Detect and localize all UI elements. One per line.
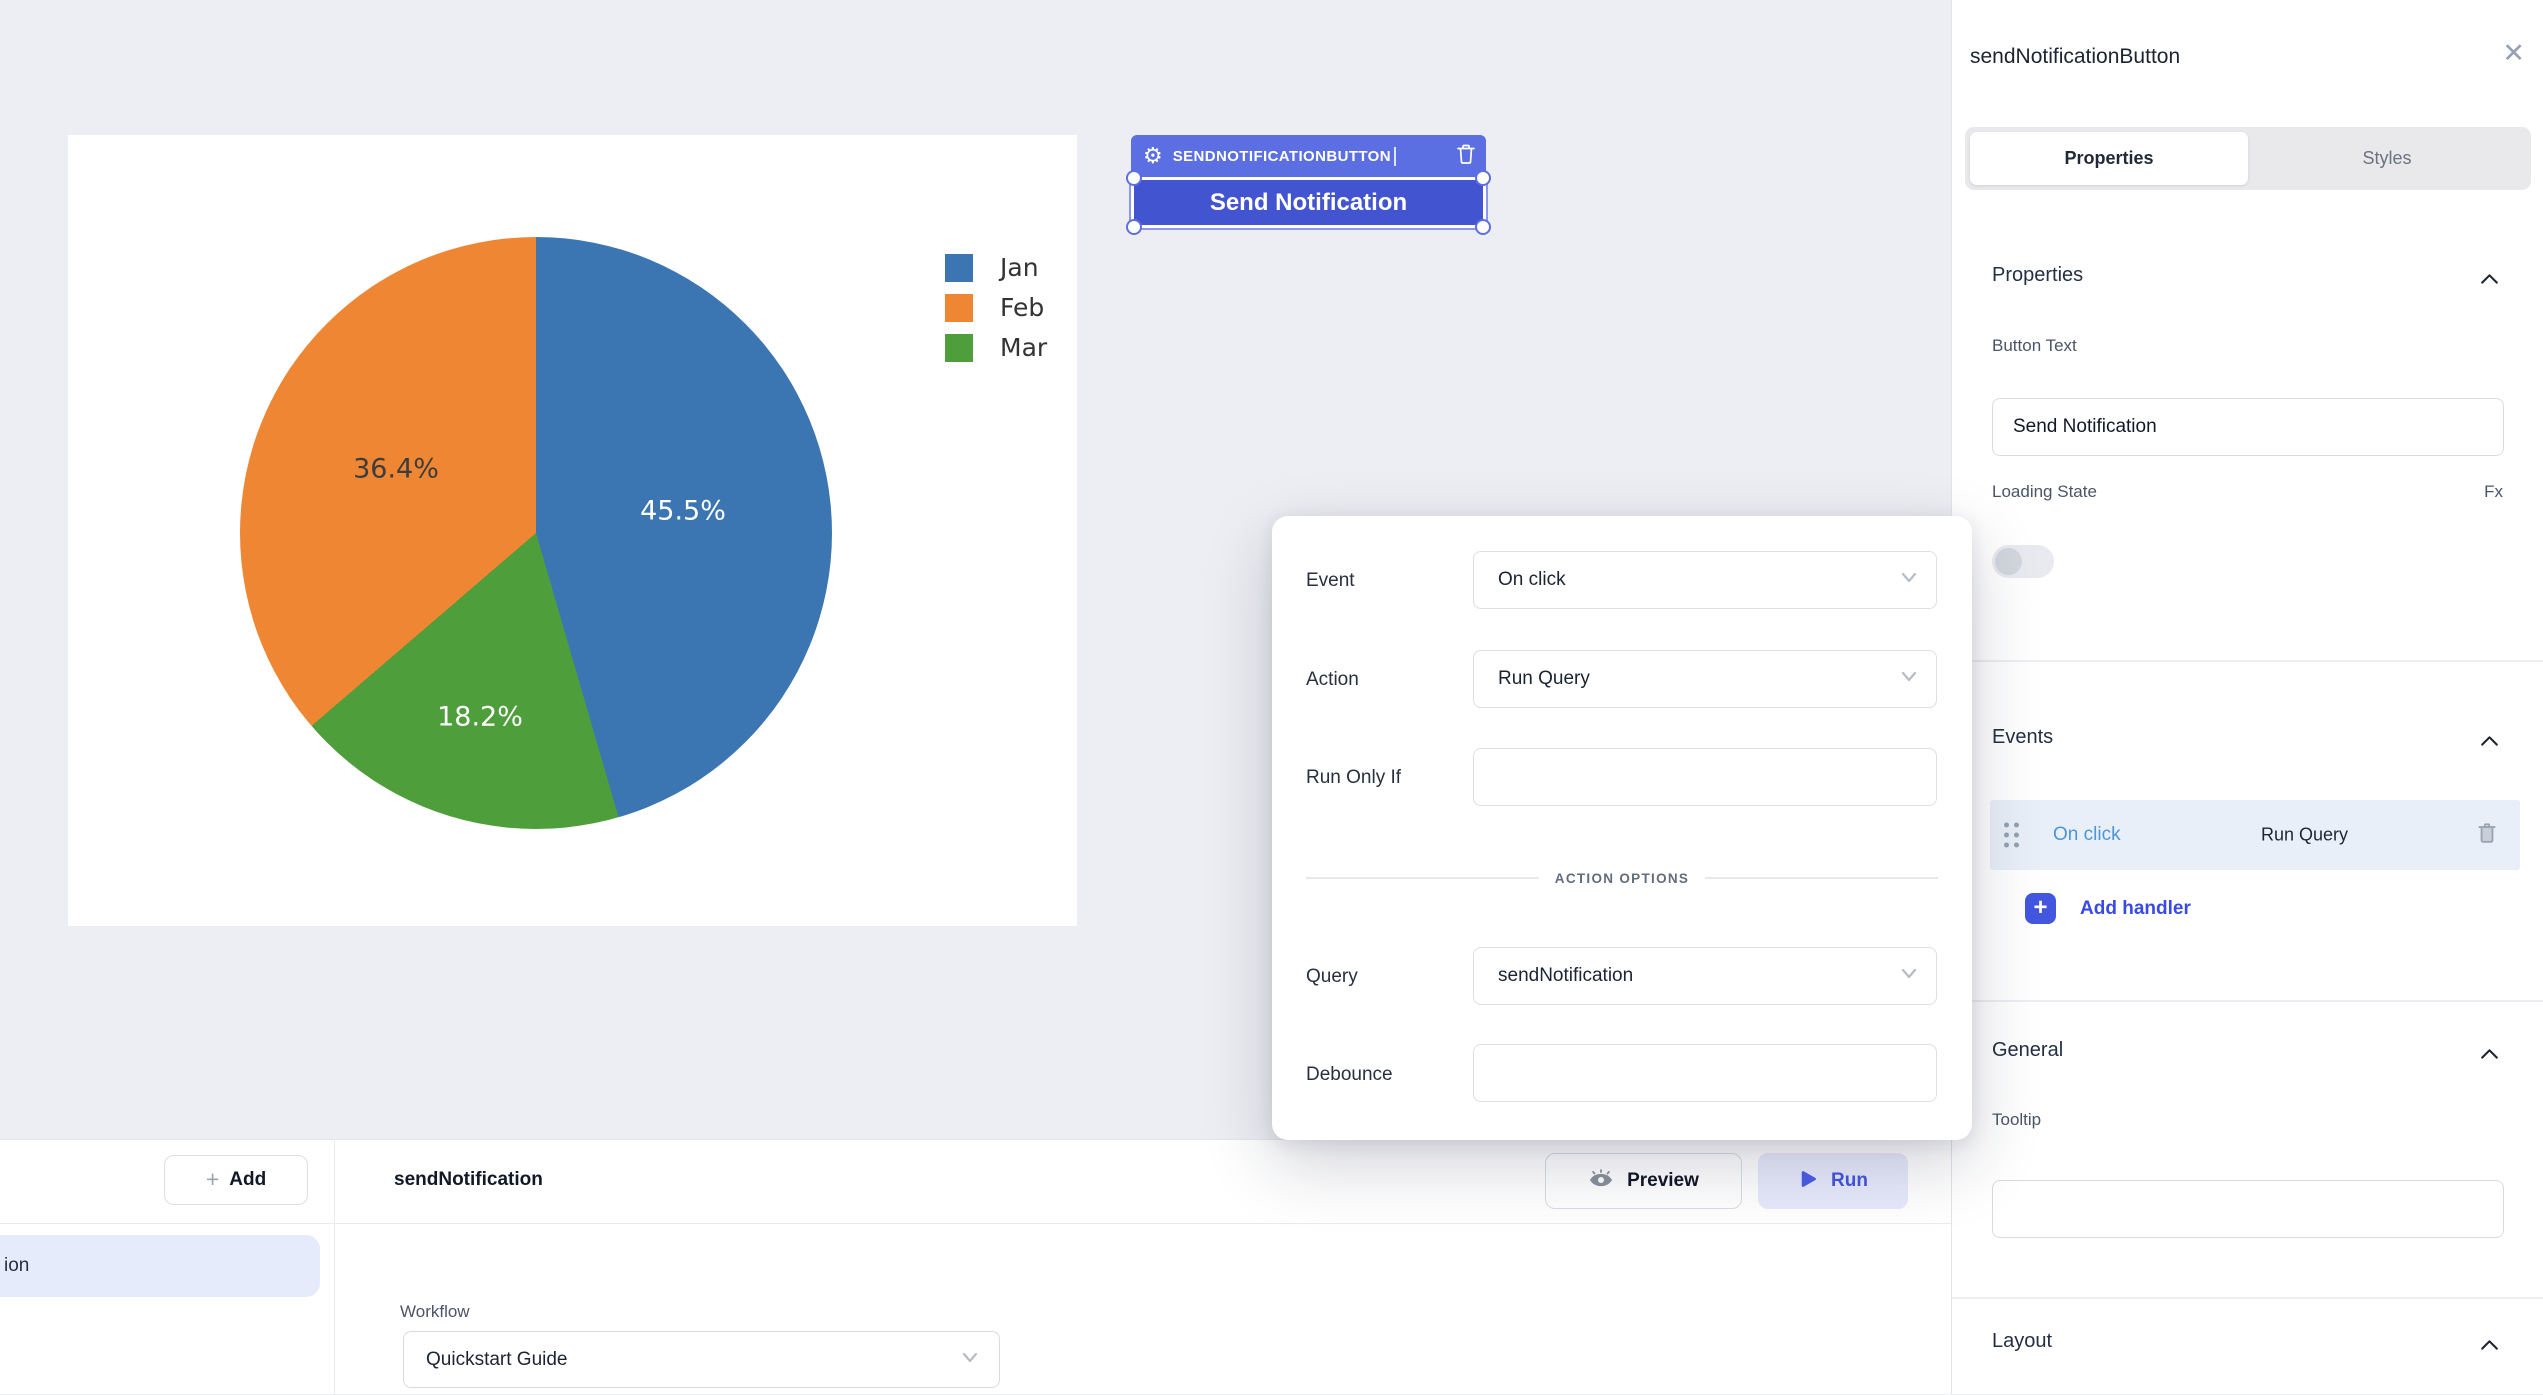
legend-item: Mar: [945, 333, 1047, 362]
action-options-divider: ACTION OPTIONS: [1306, 867, 1939, 889]
play-icon: [1798, 1169, 1818, 1194]
inspector-title: sendNotificationButton: [1970, 45, 2181, 68]
add-query-label: Add: [229, 1169, 267, 1190]
query-editor-panel: + Add ion sendNotification Preview Run W…: [0, 1139, 1951, 1395]
preview-label: Preview: [1627, 1170, 1699, 1191]
debounce-input[interactable]: [1473, 1044, 1937, 1102]
legend-item: Feb: [945, 293, 1047, 322]
add-handler-plus-icon[interactable]: +: [2025, 893, 2056, 924]
run-button[interactable]: Run: [1758, 1153, 1908, 1209]
legend-swatch-mar: [945, 333, 973, 362]
query-list-column: [0, 1140, 335, 1395]
event-select-value: On click: [1498, 569, 1566, 590]
pie-chart: [240, 237, 832, 829]
legend-label: Jan: [1000, 253, 1039, 282]
button-text-input[interactable]: [1992, 398, 2504, 456]
resize-handle-top-left[interactable]: [1126, 170, 1142, 186]
event-label: Event: [1306, 570, 1355, 591]
chevron-down-icon: [1898, 566, 1920, 594]
resize-handle-bottom-right[interactable]: [1475, 219, 1491, 235]
button-text-label: Button Text: [1992, 336, 2077, 355]
delete-widget-icon[interactable]: [1456, 143, 1476, 170]
collapse-layout-icon[interactable]: [2478, 1334, 2501, 1362]
action-select-value: Run Query: [1498, 668, 1590, 689]
collapse-events-icon[interactable]: [2478, 730, 2501, 758]
add-query-button[interactable]: + Add: [164, 1155, 308, 1205]
plus-icon: +: [205, 1165, 220, 1192]
run-only-if-input[interactable]: [1473, 748, 1937, 806]
widget-name-toolbar[interactable]: ⚙ SENDNOTIFICATIONBUTTON: [1131, 135, 1486, 177]
query-select-value: sendNotification: [1498, 965, 1634, 986]
widget-name-input[interactable]: SENDNOTIFICATIONBUTTON: [1172, 147, 1391, 165]
action-options-label: ACTION OPTIONS: [1554, 870, 1690, 886]
properties-section-heading: Properties: [1992, 264, 2084, 286]
chevron-down-icon: [959, 1346, 981, 1374]
section-divider: [1952, 660, 2543, 662]
legend-label: Feb: [1000, 293, 1045, 322]
chevron-down-icon: [1898, 962, 1920, 990]
legend-swatch-feb: [945, 293, 973, 322]
resize-handle-top-right[interactable]: [1475, 170, 1491, 186]
chevron-down-icon: [1898, 665, 1920, 693]
event-handler-row[interactable]: On click Run Query: [1990, 800, 2520, 870]
property-inspector-panel: sendNotificationButton ✕ Properties Styl…: [1951, 0, 2543, 1394]
collapse-general-icon[interactable]: [2478, 1043, 2501, 1071]
tab-properties[interactable]: Properties: [1970, 132, 2248, 185]
action-label: Action: [1306, 669, 1359, 690]
gear-icon[interactable]: ⚙: [1143, 143, 1163, 168]
pie-slice-label-mar: 18.2%: [437, 701, 523, 733]
selected-query-list-item[interactable]: ion: [0, 1235, 320, 1297]
debounce-label: Debounce: [1306, 1064, 1393, 1085]
legend-item: Jan: [945, 253, 1047, 282]
event-handler-popover: Event On click Action Run Query Run Only…: [1272, 516, 1972, 1140]
workflow-select-value: Quickstart Guide: [426, 1348, 568, 1370]
run-label: Run: [1831, 1170, 1868, 1191]
workflow-label: Workflow: [400, 1302, 470, 1321]
run-only-if-label: Run Only If: [1306, 767, 1402, 788]
chart-card: Sales Data 45.5% 36.4% 18.2% Jan Feb Mar: [68, 135, 1077, 926]
query-header-divider: [0, 1223, 1951, 1224]
action-select[interactable]: Run Query: [1473, 650, 1937, 708]
pie-slice-label-jan: 45.5%: [640, 495, 726, 527]
handler-event-name[interactable]: On click: [2053, 824, 2121, 845]
workflow-select[interactable]: Quickstart Guide: [403, 1331, 1000, 1388]
events-section-heading: Events: [1992, 726, 2054, 748]
add-handler-button[interactable]: Add handler: [2080, 898, 2191, 919]
eye-icon: [1588, 1168, 1614, 1195]
loading-state-toggle[interactable]: [1992, 545, 2054, 578]
collapse-properties-icon[interactable]: [2478, 268, 2501, 296]
layout-section-heading: Layout: [1992, 1330, 2053, 1352]
close-icon[interactable]: ✕: [2502, 38, 2525, 68]
preview-button[interactable]: Preview: [1545, 1153, 1742, 1209]
inspector-tabs: Properties Styles: [1965, 127, 2531, 190]
selected-query-text: ion: [4, 1255, 30, 1276]
resize-handle-bottom-left[interactable]: [1126, 219, 1142, 235]
send-notification-button-widget[interactable]: Send Notification: [1134, 180, 1483, 225]
query-select[interactable]: sendNotification: [1473, 947, 1937, 1005]
section-divider: [1952, 1000, 2543, 1002]
delete-handler-icon[interactable]: [2476, 821, 2498, 850]
tooltip-input[interactable]: [1992, 1180, 2504, 1238]
drag-handle-icon[interactable]: [2004, 822, 2019, 848]
pie-slice-label-feb: 36.4%: [353, 453, 439, 485]
query-title: sendNotification: [394, 1169, 543, 1190]
section-divider: [1952, 1297, 2543, 1299]
fx-toggle-label[interactable]: Fx: [2484, 482, 2503, 501]
query-label: Query: [1306, 966, 1358, 987]
chart-legend: Jan Feb Mar: [945, 253, 1047, 362]
tab-styles[interactable]: Styles: [2362, 148, 2412, 168]
tooltip-label: Tooltip: [1992, 1110, 2042, 1129]
legend-swatch-jan: [945, 253, 973, 282]
loading-state-label: Loading State: [1992, 482, 2097, 501]
event-select[interactable]: On click: [1473, 551, 1937, 609]
general-section-heading: General: [1992, 1039, 2064, 1061]
handler-action-name: Run Query: [2261, 824, 2349, 845]
legend-label: Mar: [1000, 333, 1048, 362]
text-cursor: [1393, 146, 1396, 166]
